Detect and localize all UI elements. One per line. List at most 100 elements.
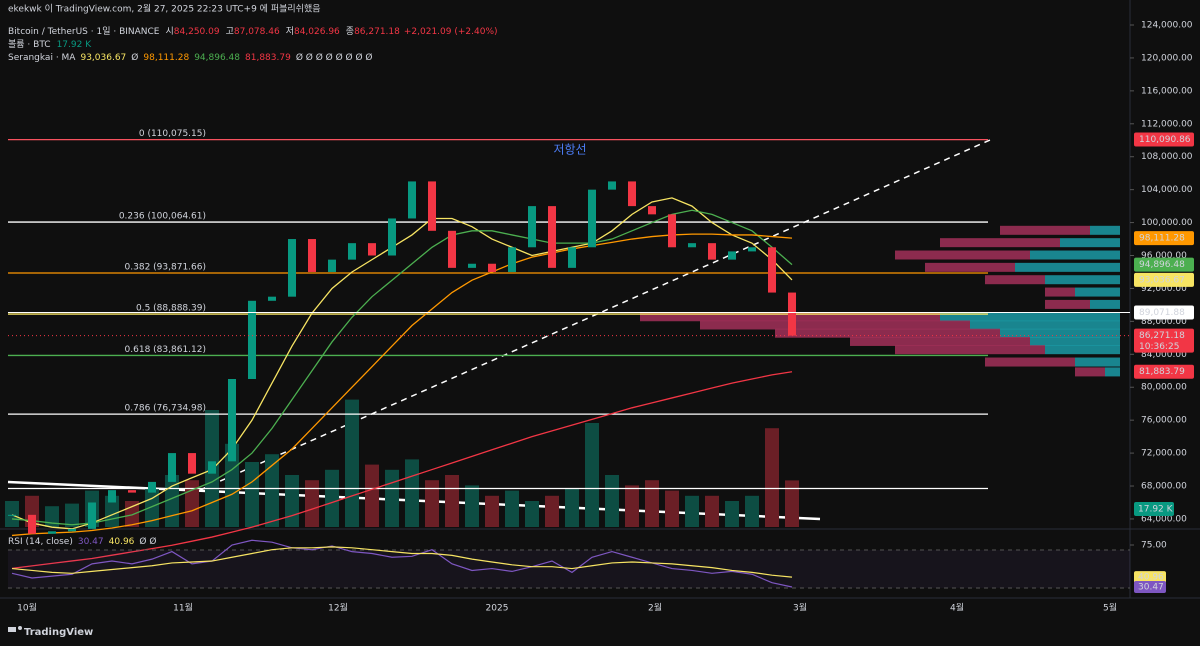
candle: [448, 230, 456, 268]
candle: [228, 378, 236, 462]
price-tick-label: 68,000.00: [1141, 482, 1187, 492]
ohlc-value: 87,078.46: [234, 27, 280, 37]
candle: [188, 453, 196, 474]
price-tag-label: 86,271.18: [1139, 331, 1185, 341]
candle: [608, 181, 616, 190]
candle: [768, 247, 776, 293]
fib-label: 0.236 (100,064.61): [119, 212, 206, 222]
profile-up: [1075, 357, 1120, 367]
profile-down: [925, 262, 1015, 272]
price-tag: [1134, 364, 1194, 379]
candle: [308, 239, 316, 272]
candle: [548, 206, 556, 268]
candle: [568, 247, 576, 268]
annotation: 저항선: [553, 143, 586, 157]
price-tick-label: 120,000.00: [1141, 53, 1193, 63]
moving-average: [11, 233, 793, 537]
candle: [488, 263, 496, 272]
candle: [508, 247, 516, 272]
fib-label: 0.786 (76,734.98): [125, 404, 206, 414]
rsi-legend: RSI (14, close) 30.47 40.96 Ø Ø: [8, 536, 156, 547]
profile-up: [1105, 367, 1120, 377]
ohlc-value: 86,271.18: [354, 27, 400, 37]
volume-bar: [485, 495, 499, 527]
price-tick-label: 112,000.00: [1141, 119, 1193, 129]
time-label: 5월: [1103, 602, 1117, 614]
volume-bar: [625, 485, 639, 527]
profile-down: [940, 238, 1060, 248]
rsi-value: 30.47: [78, 537, 104, 547]
profile-down: [895, 345, 1045, 355]
volume-bar: [305, 480, 319, 527]
ma-value: Ø Ø Ø Ø Ø Ø Ø Ø: [296, 52, 373, 63]
volume-bar: [545, 495, 559, 527]
candle: [28, 514, 36, 534]
volume-bar: [265, 454, 279, 527]
moving-average: [11, 197, 793, 530]
profile-down: [850, 336, 1030, 346]
rsi-tag: [1134, 580, 1166, 593]
price-tag: [1134, 305, 1194, 320]
price-tag: [1134, 132, 1194, 147]
candle: [48, 531, 56, 534]
profile-up: [940, 312, 1120, 322]
profile-up: [1075, 287, 1120, 297]
candle: [68, 528, 76, 532]
candle: [388, 218, 396, 256]
profile-down: [985, 357, 1075, 367]
rsi-tick-label: 75.00: [1141, 541, 1167, 551]
price-tag: [1134, 257, 1194, 272]
legend-line: 볼륨 · BTC 17.92 K: [8, 39, 92, 50]
profile-down: [1045, 287, 1075, 297]
price-tick-label: 72,000.00: [1141, 449, 1187, 459]
candle: [428, 181, 436, 231]
volume-tag: [1134, 502, 1174, 516]
rsi-label: RSI (14, close): [8, 537, 73, 547]
ohlc-value: 84,026.96: [294, 27, 340, 37]
profile-down: [700, 320, 970, 330]
rsi-band: [8, 550, 1130, 588]
price-tick-label: 84,000.00: [1141, 350, 1187, 360]
candle: [268, 296, 276, 301]
candle: [208, 461, 216, 474]
volume-bar: [525, 501, 539, 527]
candle: [708, 243, 716, 260]
profile-up: [1045, 345, 1120, 355]
published-note: ekekwk 이 TradingView.com, 2월 27, 2025 22…: [8, 3, 321, 15]
ohlc-label: 시: [166, 26, 174, 37]
candle: [408, 181, 416, 219]
volume-bar: [325, 469, 339, 527]
volume-bar: [425, 480, 439, 527]
ohlc-label: 고: [226, 27, 234, 37]
volume-bar: [5, 501, 19, 527]
volume-bar: [465, 485, 479, 527]
candle: [528, 206, 536, 248]
volume-bar: [565, 488, 579, 527]
ma-value: Ø: [131, 52, 138, 63]
rsi-ma-line: [11, 546, 793, 578]
price-tick-label: 100,000.00: [1141, 218, 1193, 228]
time-label: 2025: [486, 604, 509, 614]
price-tick-label: 96,000.00: [1141, 251, 1187, 261]
profile-up: [970, 320, 1120, 330]
price-tag: [1134, 328, 1194, 353]
candle: [628, 181, 636, 207]
volume-label: 볼륨 · BTC: [8, 39, 51, 50]
price-tag: [1134, 231, 1194, 246]
candle: [668, 214, 676, 248]
ohlc-value: 84,250.09: [174, 27, 220, 37]
candle: [288, 239, 296, 297]
ohlc-label: 종: [346, 26, 354, 37]
candle: [748, 247, 756, 252]
profile-down: [1045, 299, 1090, 309]
price-tick-label: 88,000.00: [1141, 317, 1187, 327]
time-label: 3월: [793, 602, 807, 614]
trend-line: [199, 139, 991, 491]
volume-bar: [65, 503, 79, 527]
profile-up: [1000, 328, 1120, 338]
price-tick-label: 76,000.00: [1141, 416, 1187, 426]
volume-bar: [45, 506, 59, 527]
volume-bar: [385, 469, 399, 527]
candle: [588, 189, 596, 248]
